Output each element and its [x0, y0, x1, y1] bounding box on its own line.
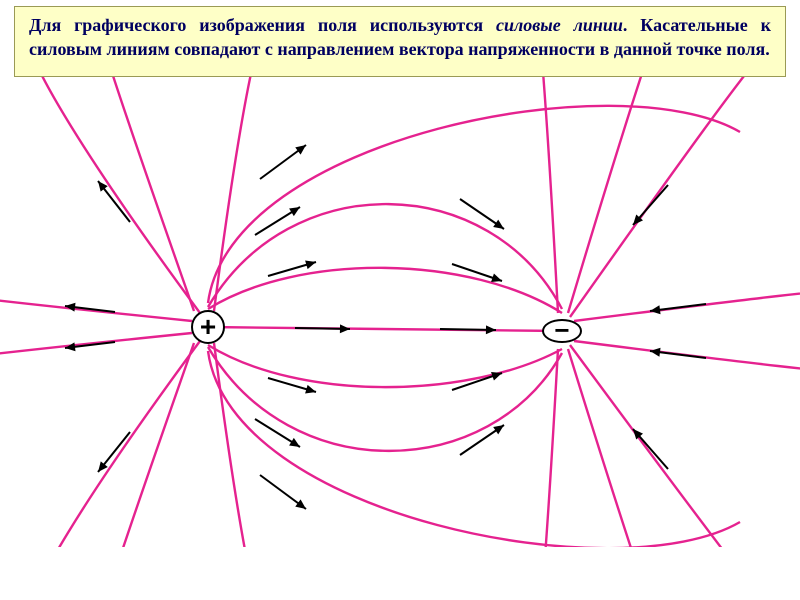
field-line [96, 77, 194, 311]
definition-italic: силовые линии [496, 15, 623, 35]
direction-arrow [255, 207, 300, 235]
definition-box: Для графического изображения поля исполь… [14, 6, 786, 77]
field-line [208, 204, 562, 309]
field-line [570, 77, 755, 317]
negative-charge: − [542, 319, 582, 343]
direction-arrow [633, 185, 668, 225]
field-line [208, 267, 562, 312]
direction-arrow [98, 181, 130, 222]
field-line [208, 327, 562, 331]
field-diagram-container: + − [0, 77, 800, 547]
field-line [208, 345, 562, 387]
field-line [30, 77, 200, 313]
field-line [0, 333, 192, 359]
field-line [574, 341, 800, 373]
plus-symbol: + [200, 311, 216, 343]
positive-charge: + [191, 310, 225, 344]
field-line [214, 343, 265, 547]
direction-arrow [98, 432, 130, 472]
field-line [208, 347, 562, 451]
field-line [208, 105, 740, 302]
definition-text: Для графического изображения поля исполь… [29, 13, 771, 62]
minus-symbol: − [554, 315, 569, 346]
electric-field-diagram [0, 77, 800, 547]
field-line [208, 351, 740, 547]
field-line [96, 343, 194, 547]
field-line [538, 349, 558, 547]
direction-arrow [440, 325, 496, 334]
direction-arrow [255, 419, 300, 447]
field-line [214, 77, 265, 311]
direction-arrow [460, 199, 504, 229]
direction-arrow [295, 324, 350, 333]
direction-arrow [260, 475, 306, 509]
field-line [574, 289, 800, 321]
direction-arrow [633, 429, 668, 469]
definition-prefix: Для графического изображения поля исполь… [29, 15, 496, 35]
field-line [30, 341, 200, 547]
direction-arrow [260, 145, 306, 179]
field-line [0, 295, 192, 321]
field-line [568, 77, 660, 313]
